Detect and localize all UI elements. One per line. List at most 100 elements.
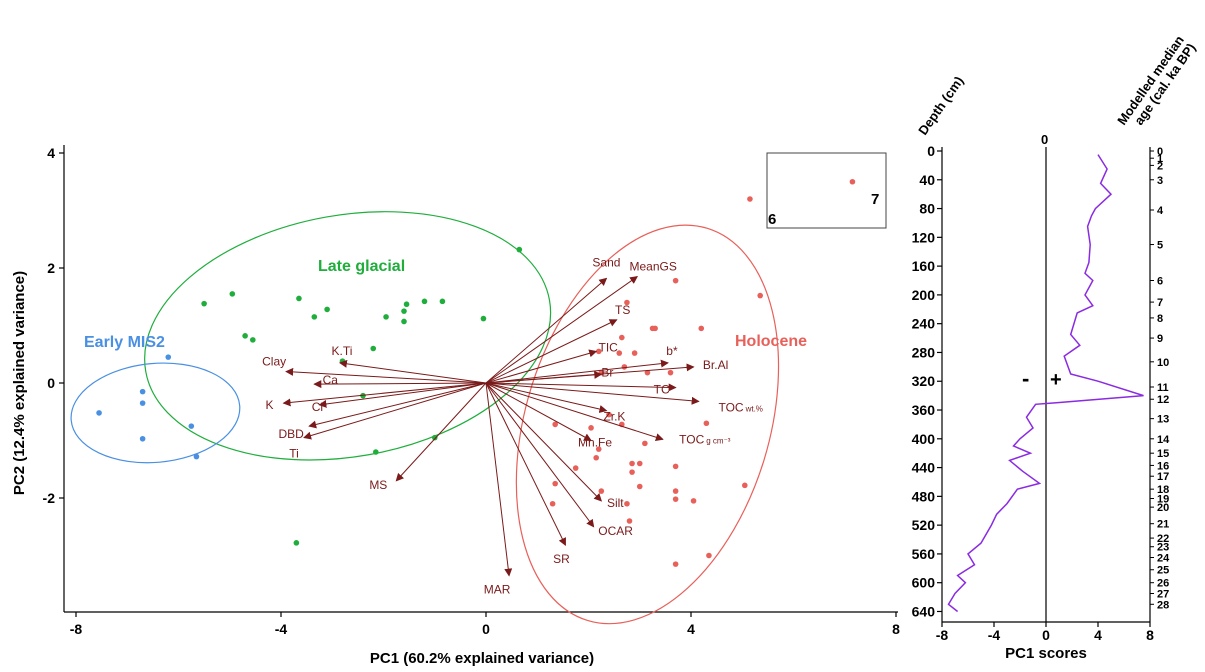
sample-point — [642, 440, 648, 447]
sample-point — [572, 465, 579, 471]
sample-point — [672, 277, 679, 284]
sample-point — [636, 483, 643, 490]
age-tick-label: 24 — [1157, 553, 1170, 565]
loading-label: MAR — [484, 583, 511, 597]
loading-label: Sand — [592, 255, 620, 269]
zero-label: 0 — [1041, 132, 1048, 147]
sample-point — [606, 411, 612, 418]
sample-point — [549, 500, 556, 507]
group-ellipse — [70, 362, 241, 464]
loading-unit: wt.% — [745, 404, 763, 413]
loading-label: Ti — [289, 447, 299, 461]
loading-arrow — [285, 367, 487, 384]
group-label: Holocene — [735, 333, 807, 350]
biplot-y-tick-label: 0 — [47, 375, 55, 391]
sample-point — [552, 421, 558, 428]
inset-point — [849, 178, 856, 185]
sample-point — [480, 315, 487, 322]
depth-tick-label: 240 — [912, 316, 936, 332]
loading-label: b* — [666, 344, 678, 358]
sample-point — [431, 434, 438, 441]
loading-label: Br.Al — [703, 358, 728, 372]
sample-point — [624, 500, 630, 507]
age-tick-label: 23 — [1157, 542, 1169, 554]
sample-point — [139, 400, 146, 406]
loading-arrow — [395, 382, 487, 482]
minus-label: - — [1022, 366, 1029, 391]
age-tick-label: 3 — [1157, 175, 1163, 187]
loading-label: Zr.K — [603, 410, 625, 424]
pc1-depth-profile: -8 -4 0 4 8040801201602002402803203604004404… — [912, 33, 1199, 662]
depth-tick-label: 160 — [912, 258, 936, 274]
depth-tick-label: 600 — [912, 575, 936, 591]
sample-point — [139, 435, 146, 442]
age-tick-label: 14 — [1157, 434, 1170, 446]
sample-point — [373, 449, 379, 455]
biplot-y-title: PC2 (12.4% explained variance) — [11, 271, 28, 495]
sample-point — [439, 298, 446, 305]
group-label: Early MIS2 — [84, 334, 165, 351]
sample-point — [552, 480, 558, 487]
age-tick-label: 2 — [1157, 160, 1163, 172]
sample-point — [401, 318, 407, 325]
sample-point — [672, 496, 679, 502]
biplot-ticks: -8 -4 0 4 8 -2 0 2 4 — [43, 145, 901, 637]
sample-point — [672, 561, 679, 567]
biplot-x-tick-label: -8 — [70, 621, 83, 637]
biplot-x-tick-label: 4 — [687, 621, 695, 637]
loading-label: TOC wt.% — [718, 400, 762, 414]
loading-arrow — [485, 382, 595, 528]
loading-label: MS — [369, 478, 387, 492]
loading-arrow — [282, 382, 487, 407]
side-x-tick-label: -8 — [936, 627, 949, 643]
sample-point — [324, 306, 330, 313]
loading-arrows: Sand MeanGS TS TIC b* Br.Al Br TC Zr.K TOC wt.% TOC… — [262, 255, 763, 596]
sample-point — [629, 469, 635, 475]
side-x-tick-label: -4 — [988, 627, 1001, 643]
age-tick-label: 27 — [1157, 588, 1169, 600]
side-ticks: -8 -4 0 4 8040801201602002402803203604004404… — [912, 143, 1170, 643]
sample-point — [690, 498, 697, 504]
sample-point — [757, 292, 763, 299]
sample-point — [747, 196, 753, 202]
sample-point — [706, 552, 712, 559]
side-x-tick-label: 8 — [1146, 627, 1154, 643]
age-tick-label: 16 — [1157, 460, 1169, 472]
sample-point — [644, 369, 651, 376]
sample-point — [672, 463, 679, 470]
age-tick-label: 9 — [1157, 333, 1163, 345]
sample-point — [616, 350, 623, 356]
depth-tick-label: 280 — [912, 344, 936, 360]
sample-point — [595, 446, 602, 452]
age-tick-label: 15 — [1157, 448, 1169, 460]
loading-label: Cl — [312, 400, 323, 414]
group-ellipses — [70, 211, 780, 625]
age-tick-label: 22 — [1157, 533, 1169, 545]
sample-point — [311, 314, 318, 320]
age-tick-label: 11 — [1157, 382, 1169, 394]
sample-point — [598, 488, 605, 494]
age-tick-label: 4 — [1157, 205, 1164, 217]
biplot-x-tick-label: -4 — [275, 621, 288, 637]
depth-tick-label: 0 — [927, 143, 935, 159]
group-ellipse — [144, 211, 552, 461]
sample-point — [595, 348, 602, 355]
sample-point — [201, 300, 207, 307]
age-tick-label: 0 — [1157, 146, 1163, 158]
group-label: Late glacial — [318, 258, 405, 275]
loading-arrow — [485, 382, 664, 442]
group-labels: Late glacial Early MIS2 Holocene — [84, 258, 807, 351]
depth-tick-label: 520 — [912, 517, 936, 533]
loading-arrow — [485, 359, 669, 384]
loading-label: Mn.Fe — [578, 436, 612, 450]
depth-tick-label: 560 — [912, 546, 936, 562]
side-x-tick-label: 0 — [1042, 627, 1050, 643]
sample-point — [401, 308, 407, 314]
sample-point — [193, 453, 200, 460]
biplot-x-title: PC1 (60.2% explained variance) — [370, 650, 594, 667]
sample-point — [649, 325, 656, 332]
biplot-x-tick-label: 0 — [482, 621, 490, 637]
sample-point — [370, 345, 377, 352]
